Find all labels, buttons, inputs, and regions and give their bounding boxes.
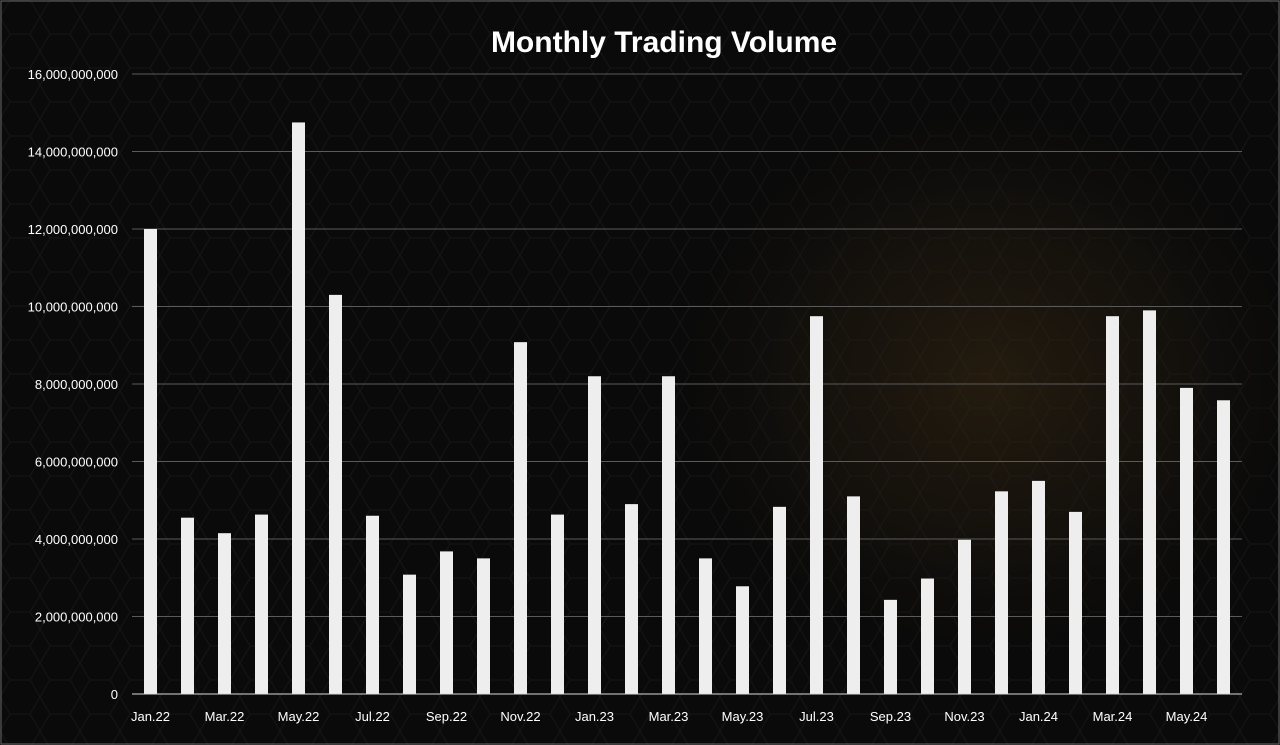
bar-Mar.24 — [1106, 316, 1119, 694]
bar-Jun.24 — [1217, 400, 1230, 694]
x-tick-label: Nov.22 — [500, 709, 540, 724]
bar-Nov.22 — [514, 342, 527, 694]
x-tick-label: Mar.24 — [1093, 709, 1133, 724]
y-tick-label: 14,000,000,000 — [28, 145, 118, 160]
y-tick-label: 0 — [111, 687, 118, 702]
bar-May.24 — [1180, 387, 1193, 694]
chart-title: Monthly Trading Volume — [491, 26, 837, 59]
x-tick-label: Mar.22 — [205, 709, 245, 724]
background-watermark — [650, 80, 1280, 680]
y-axis-labels: 0 2,000,000,000 4,000,000,000 6,000,000,000… — [28, 67, 118, 702]
bar-Mar.23 — [662, 376, 675, 694]
bar-Oct.22 — [477, 558, 490, 694]
bar-Jan.23 — [588, 376, 601, 694]
bar-Oct.23 — [921, 578, 934, 694]
x-tick-label: Jan.23 — [575, 709, 614, 724]
y-tick-label: 12,000,000,000 — [28, 222, 118, 237]
bar-Jun.22 — [329, 294, 342, 694]
x-tick-label: Sep.23 — [870, 709, 911, 724]
x-tick-label: Jul.22 — [355, 709, 390, 724]
bar-Mar.22 — [218, 533, 231, 694]
x-tick-label: May.22 — [278, 709, 320, 724]
bar-May.22 — [292, 122, 305, 694]
bar-Jan.22 — [144, 229, 157, 694]
bars — [144, 122, 1230, 694]
bar-Feb.22 — [181, 517, 194, 694]
x-tick-label: Jul.23 — [799, 709, 834, 724]
bar-Dec.22 — [551, 514, 564, 694]
y-tick-label: 10,000,000,000 — [28, 300, 118, 315]
x-tick-label: Nov.23 — [944, 709, 984, 724]
x-tick-label: Jan.22 — [131, 709, 170, 724]
bar-Sep.23 — [884, 599, 897, 694]
x-tick-label: Sep.22 — [426, 709, 467, 724]
bar-Aug.22 — [403, 574, 416, 694]
bar-Apr.24 — [1143, 310, 1156, 694]
bar-Nov.23 — [958, 539, 971, 694]
x-tick-label: May.23 — [722, 709, 764, 724]
bar-Jul.23 — [810, 316, 823, 694]
bar-May.23 — [736, 586, 749, 694]
bar-Jan.24 — [1032, 480, 1045, 694]
bar-Apr.23 — [699, 558, 712, 694]
x-tick-label: Mar.23 — [649, 709, 689, 724]
bar-Jun.23 — [773, 506, 786, 694]
bar-Sep.22 — [440, 551, 453, 694]
bar-Aug.23 — [847, 496, 860, 694]
bar-Feb.24 — [1069, 511, 1082, 694]
y-tick-label: 16,000,000,000 — [28, 67, 118, 82]
y-tick-label: 6,000,000,000 — [35, 455, 118, 470]
x-axis-labels: Jan.22 Mar.22 May.22 Jul.22 Sep.22 Nov.22 Jan.… — [131, 709, 1207, 724]
x-tick-label: May.24 — [1166, 709, 1208, 724]
x-tick-label: Jan.24 — [1019, 709, 1058, 724]
bar-Dec.23 — [995, 491, 1008, 694]
y-tick-label: 8,000,000,000 — [35, 377, 118, 392]
bar-Jul.22 — [366, 515, 379, 694]
gridlines — [132, 73, 1242, 617]
bar-Feb.23 — [625, 504, 638, 694]
y-tick-label: 4,000,000,000 — [35, 532, 118, 547]
bar-Apr.22 — [255, 514, 268, 694]
y-tick-label: 2,000,000,000 — [35, 610, 118, 625]
